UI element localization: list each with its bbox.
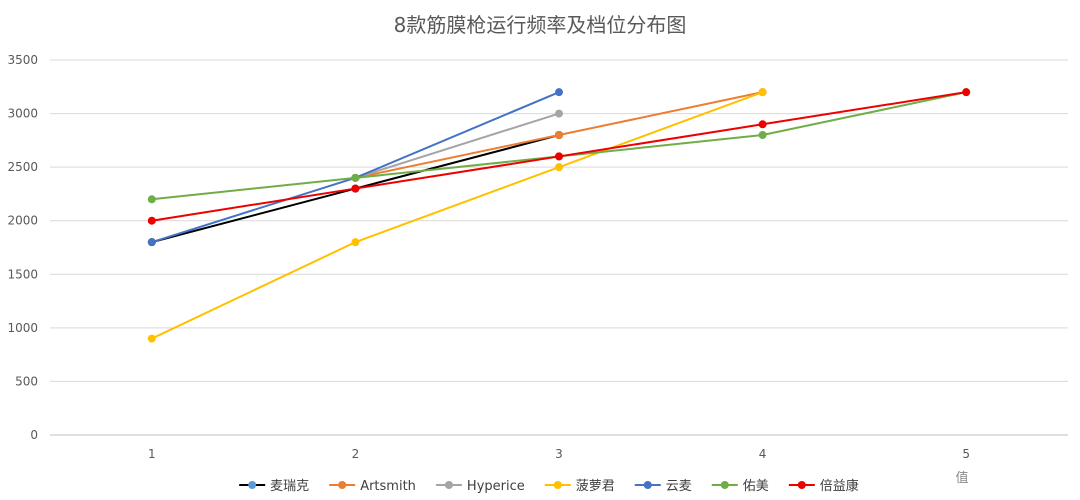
- legend-marker: [248, 481, 257, 489]
- x-tick-label: 1: [148, 447, 156, 461]
- data-point: [147, 238, 156, 247]
- y-tick-label: 1500: [7, 267, 38, 281]
- data-point: [555, 131, 563, 139]
- data-point: [351, 238, 360, 247]
- y-tick-label: 0: [30, 428, 38, 442]
- x-tick-label: 4: [759, 447, 767, 461]
- legend-label: 云麦: [666, 479, 692, 494]
- legend-item: 云麦: [634, 479, 692, 494]
- x-tick-label: 3: [555, 447, 563, 461]
- series-5: [147, 88, 971, 204]
- y-tick-label: 2000: [7, 214, 38, 228]
- legend-label: Artsmith: [360, 479, 416, 494]
- y-tick-label: 500: [15, 374, 38, 388]
- data-point: [555, 88, 563, 97]
- data-point: [351, 184, 360, 193]
- legend-marker: [797, 481, 806, 489]
- data-point: [555, 163, 563, 172]
- legend-item: Hyperice: [435, 479, 525, 494]
- series-group: [147, 88, 971, 343]
- legend-label: Hyperice: [467, 479, 525, 494]
- data-point: [962, 88, 971, 97]
- series-line: [355, 112, 560, 179]
- data-point: [758, 88, 767, 97]
- series-line: [151, 91, 763, 340]
- data-point: [147, 334, 156, 343]
- data-point: [351, 173, 360, 182]
- legend-label: 佑美: [743, 479, 769, 494]
- legend-label: 麦瑞克: [270, 479, 309, 494]
- watermark: 值 什么值得买: [950, 465, 1067, 489]
- legend: 麦瑞克 Artsmith Hyperice 菠萝君 云麦 佑美 倍益康: [239, 478, 859, 494]
- watermark-text: 什么值得买: [982, 467, 1067, 488]
- series-line: [151, 91, 967, 201]
- y-tick-label: 3500: [7, 53, 38, 67]
- legend-marker: [553, 481, 562, 489]
- data-point: [758, 120, 767, 129]
- legend-label: 倍益康: [820, 478, 859, 494]
- legend-marker: [720, 481, 729, 489]
- legend-label: 菠萝君: [576, 479, 615, 494]
- watermark-badge-icon: [950, 465, 974, 489]
- y-axis-ticks: 0 500 1000 1500 2000 2500 3000 3500: [7, 53, 38, 442]
- legend-marker: [643, 481, 652, 489]
- data-point: [147, 216, 156, 225]
- y-tick-label: 2500: [7, 160, 38, 174]
- series-6: [147, 88, 971, 225]
- x-axis-ticks: 1 2 3 4 5: [148, 447, 970, 461]
- series-3: [147, 88, 767, 343]
- y-tick-label: 3000: [7, 107, 38, 121]
- legend-item: 倍益康: [788, 478, 859, 494]
- legend-marker: [338, 481, 347, 489]
- x-tick-label: 2: [352, 447, 360, 461]
- y-tick-label: 1000: [7, 321, 38, 335]
- legend-marker: [444, 481, 453, 489]
- legend-item: 佑美: [711, 479, 769, 494]
- watermark-badge: 值: [955, 470, 968, 486]
- legend-item: 菠萝君: [544, 479, 615, 494]
- data-point: [147, 195, 156, 204]
- x-tick-label: 5: [962, 447, 970, 461]
- legend-item: Artsmith: [329, 479, 416, 494]
- data-point: [555, 109, 563, 118]
- chart-title: 8款筋膜枪运行频率及档位分布图: [394, 13, 687, 37]
- data-point: [758, 131, 767, 139]
- data-point: [555, 152, 563, 161]
- legend-item: 麦瑞克: [239, 479, 309, 494]
